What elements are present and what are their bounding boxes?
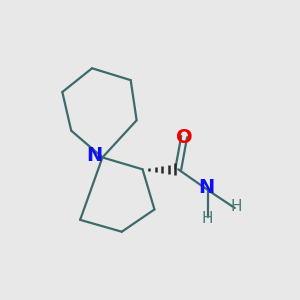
Text: H: H (201, 211, 212, 226)
Text: O: O (176, 128, 193, 147)
Text: N: N (198, 178, 214, 197)
Text: H: H (230, 199, 242, 214)
Text: N: N (86, 146, 102, 165)
